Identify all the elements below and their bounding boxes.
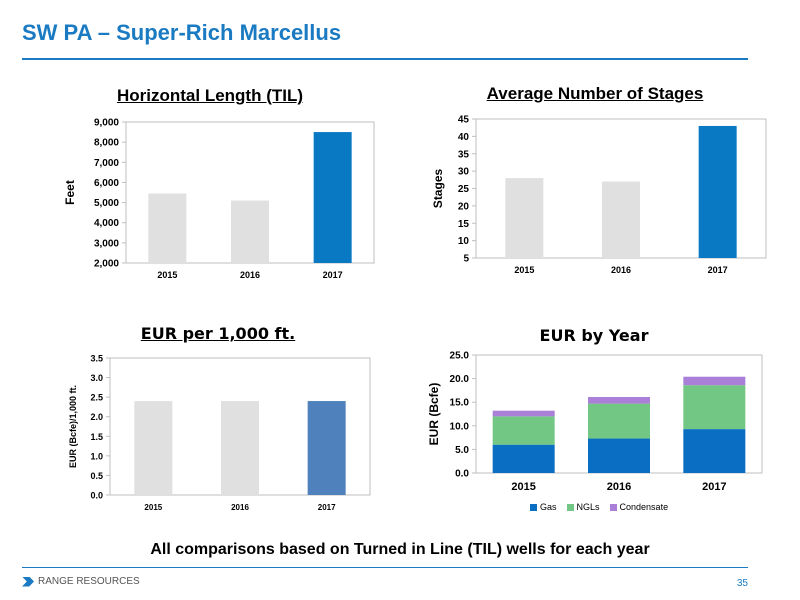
chart-title: EUR per 1,000 ft. xyxy=(140,324,296,343)
bar xyxy=(505,178,544,258)
legend-label: NGLs xyxy=(576,502,600,512)
bar-segment xyxy=(492,410,555,417)
bar xyxy=(307,401,346,495)
bar xyxy=(221,401,259,495)
y-tick-label: 7,000 xyxy=(94,158,119,169)
y-tick-label: 20 xyxy=(458,201,470,212)
y-tick-label: 8,000 xyxy=(94,138,119,149)
x-tick-label: 2016 xyxy=(611,265,631,275)
logo-text: RANGE RESOURCES xyxy=(38,576,140,587)
bar-segment xyxy=(588,438,650,473)
bar-segment xyxy=(588,397,650,404)
bar xyxy=(313,132,352,263)
y-tick-label: 1.0 xyxy=(90,451,103,461)
x-tick-label: 2015 xyxy=(511,481,535,493)
y-tick-label: 25 xyxy=(458,184,470,195)
y-tick-label: 15.0 xyxy=(450,398,470,409)
bar-segment xyxy=(683,376,746,386)
bar xyxy=(148,193,187,263)
y-tick-label: 0.5 xyxy=(90,471,103,481)
page-number: 35 xyxy=(736,578,748,589)
bar xyxy=(231,200,269,263)
bar xyxy=(134,401,173,495)
y-tick-label: 15 xyxy=(458,219,470,230)
y-axis-label: Feet xyxy=(63,180,77,205)
footer-divider xyxy=(22,567,748,568)
y-tick-label: 1.5 xyxy=(90,432,103,442)
y-axis-label: EUR (Bcfe) xyxy=(427,383,441,446)
chart-title: EUR by Year xyxy=(539,326,649,345)
y-tick-label: 45 xyxy=(458,115,470,126)
x-tick-label: 2016 xyxy=(240,270,260,280)
chart-plot: 0.0 5.0 10.0 15.0 20.0 25.0 EUR (Bcfe) 2015 2016… xyxy=(427,351,763,493)
chart-average-stages: Average Number of Stages 5 10 15 20 25 30 35 40… xyxy=(420,84,770,294)
y-tick-label: 3.0 xyxy=(90,373,103,383)
y-tick-label: 10.0 xyxy=(450,421,470,432)
y-tick-label: 3.5 xyxy=(90,354,103,364)
y-tick-label: 6,000 xyxy=(94,178,119,189)
y-axis-label: Stages xyxy=(431,169,445,209)
y-tick-label: 20.0 xyxy=(450,374,470,385)
y-tick-label: 10 xyxy=(458,236,470,247)
y-tick-label: 30 xyxy=(458,167,470,178)
legend-label: Gas xyxy=(540,502,557,512)
legend-swatch xyxy=(609,503,617,511)
y-tick-label: 4,000 xyxy=(94,218,119,229)
legend-label: Condensate xyxy=(619,502,669,512)
x-tick-label: 2016 xyxy=(607,481,631,493)
x-tick-label: 2017 xyxy=(318,503,336,512)
y-tick-label: 35 xyxy=(458,149,470,160)
y-tick-label: 25.0 xyxy=(450,351,470,362)
company-logo: RANGE RESOURCES xyxy=(22,576,140,587)
x-tick-label: 2016 xyxy=(231,503,249,512)
y-tick-label: 2.0 xyxy=(90,412,103,422)
x-tick-label: 2017 xyxy=(323,270,343,280)
title-divider xyxy=(22,58,748,60)
bar-segment xyxy=(683,385,746,430)
slide-title: SW PA – Super-Rich Marcellus xyxy=(22,20,342,45)
y-tick-label: 9,000 xyxy=(94,118,119,129)
bar-segment xyxy=(492,416,555,445)
chart-horizontal-length: Horizontal Length (TIL) 2,000 3,000 4,000 5… xyxy=(40,84,380,294)
y-tick-label: 0.0 xyxy=(455,469,469,480)
x-tick-label: 2015 xyxy=(514,265,534,275)
y-tick-label: 0.0 xyxy=(90,491,103,501)
legend-swatch xyxy=(566,503,574,511)
x-tick-label: 2017 xyxy=(708,265,728,275)
y-tick-label: 40 xyxy=(458,132,470,143)
chart-plot: 0.0 0.5 1.0 1.5 2.0 2.5 3.0 3.5 EUR (Bcfe)/1,000… xyxy=(68,354,371,512)
chart-plot: 2,000 3,000 4,000 5,000 6,000 7,000 8,000 9,000… xyxy=(63,118,375,280)
chart-title: Horizontal Length (TIL) xyxy=(116,86,304,105)
x-tick-label: 2015 xyxy=(157,270,177,280)
chart-title: Average Number of Stages xyxy=(486,84,704,103)
range-logo-icon xyxy=(22,576,34,587)
bar xyxy=(602,181,640,258)
chart-eur-by-year: EUR by Year 0.0 5.0 10.0 15.0 20.0 25.0 EUR (B… xyxy=(418,322,770,528)
y-tick-label: 3,000 xyxy=(94,238,119,249)
bar-segment xyxy=(588,403,650,439)
chart-plot: 5 10 15 20 25 30 35 40 45 Stages 2015 2016 2017 xyxy=(431,115,767,275)
y-tick-label: 5.0 xyxy=(455,445,469,456)
y-tick-label: 5 xyxy=(463,254,469,265)
bar xyxy=(698,125,737,258)
y-axis-label: EUR (Bcfe)/1,000 ft. xyxy=(68,385,78,468)
legend-item-ngls: NGLs xyxy=(566,502,600,512)
bar-segment xyxy=(492,444,555,473)
legend-swatch xyxy=(530,503,537,511)
y-tick-label: 2.5 xyxy=(90,393,103,403)
bar-segment xyxy=(683,429,746,473)
legend-item-condensate: Condensate xyxy=(609,502,669,512)
x-tick-label: 2015 xyxy=(144,503,162,512)
x-tick-label: 2017 xyxy=(702,481,726,493)
y-tick-label: 2,000 xyxy=(94,259,119,270)
y-tick-label: 5,000 xyxy=(94,198,119,209)
chart-legend: Gas NGLs Condensate xyxy=(530,502,668,512)
chart-eur-per-1000ft: EUR per 1,000 ft. 0.0 0.5 1.0 1.5 2.0 2.5 3.0 3… xyxy=(58,322,378,522)
legend-item-gas: Gas xyxy=(530,502,557,512)
footnote: All comparisons based on Turned in Line … xyxy=(150,541,650,558)
